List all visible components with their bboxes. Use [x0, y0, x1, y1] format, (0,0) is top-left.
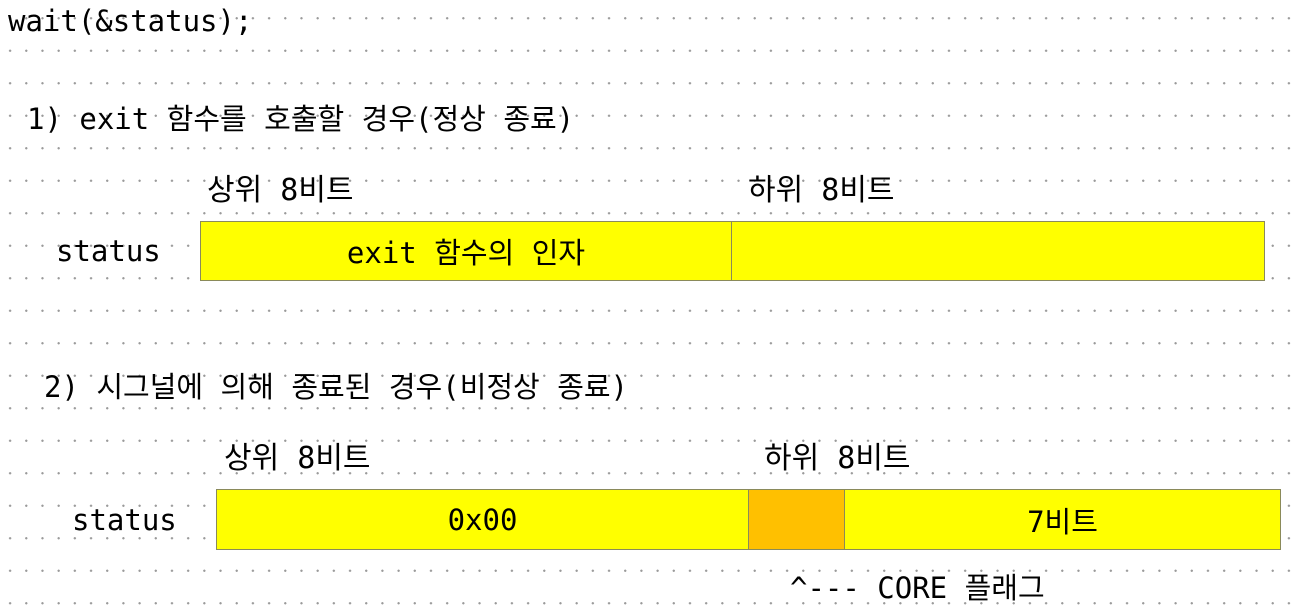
code-line: wait(&status); [8, 4, 253, 38]
core-flag-note: ^--- CORE 플래그 [790, 571, 1045, 605]
case2-low-bits-label: 하위 8비트 [764, 441, 911, 476]
case1-low-bits-label: 하위 8비트 [748, 173, 895, 208]
case2-signal-bits-text: 7비트 [1027, 504, 1098, 539]
case2-high-byte-text: 0x00 [447, 502, 518, 537]
case1-high-byte-box: exit 함수의 인자 [200, 221, 732, 281]
case1-high-byte-text: exit 함수의 인자 [346, 236, 586, 270]
case2-signal-bits-box: 7비트 [844, 489, 1281, 550]
case2-high-bits-label: 상위 8비트 [224, 441, 371, 476]
case2-status-label: status [72, 503, 177, 537]
case2-core-flag-box [748, 489, 845, 550]
case2-high-byte-box: 0x00 [216, 489, 749, 550]
case2-heading: 2) 시그널에 의해 종료된 경우(비정상 종료) [44, 370, 629, 404]
case1-heading: 1) exit 함수를 호출할 경우(정상 종료) [27, 102, 575, 136]
case1-status-label: status [56, 234, 161, 268]
case1-high-bits-label: 상위 8비트 [207, 173, 354, 208]
case1-low-byte-box [731, 221, 1265, 281]
